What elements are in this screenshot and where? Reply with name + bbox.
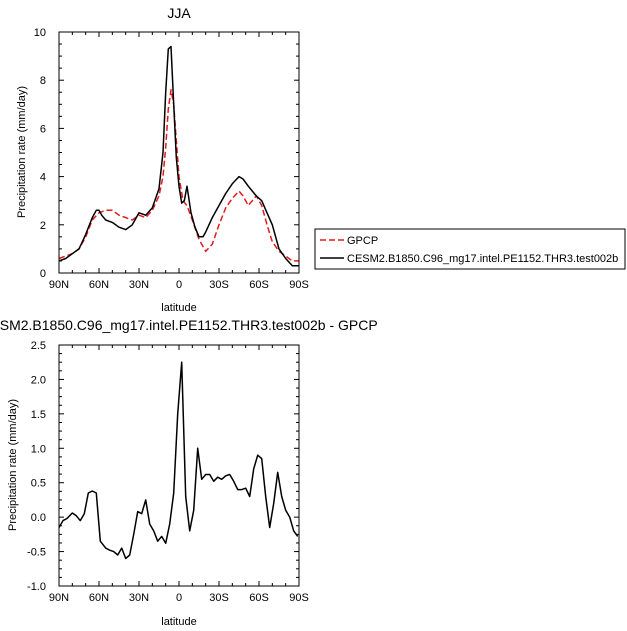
- top-x-tick-label-0: 0: [176, 279, 182, 291]
- bottom-y-tick-label: 0.5: [31, 478, 46, 490]
- top-series-line-cesm2: [58, 45, 299, 267]
- bottom-series: [58, 361, 299, 560]
- bottom-x-tick-label-30s: 30S: [209, 592, 229, 604]
- bottom-axis-ticks: -1.0 -0.5 0.0 0.5 1.0 1.5 2.0 2.5 90N 60N 30N 0 30S 6…: [27, 340, 309, 604]
- top-y-tick-label: 2: [40, 220, 46, 232]
- bottom-plot-frame: [58, 344, 300, 587]
- bottom-x-tick-label-90s: 90S: [289, 592, 309, 604]
- bottom-y-tick-label: 2.5: [31, 340, 46, 352]
- bottom-y-tick-label: -1.0: [27, 581, 46, 593]
- top-x-tick-label-30n: 30N: [129, 279, 149, 291]
- top-x-tick-label-60n: 60N: [89, 279, 109, 291]
- top-x-tick-label-60s: 60S: [249, 279, 269, 291]
- bottom-x-tick-label-60s: 60S: [249, 592, 269, 604]
- top-x-axis-label: latitude: [161, 302, 196, 314]
- bottom-chart-title: CESM2.B1850.C96_mg17.intel.PE1152.THR3.t…: [0, 317, 378, 333]
- top-y-tick-label: 4: [40, 172, 46, 184]
- top-x-tick-label-30s: 30S: [209, 279, 229, 291]
- top-y-tick-label: 6: [40, 123, 46, 135]
- bottom-y-tick-label: 1.0: [31, 443, 46, 455]
- bottom-y-axis-label: Precipitation rate (mm/day): [7, 399, 19, 531]
- top-plot-frame: [58, 31, 300, 274]
- top-series-line-gpcp: [58, 89, 299, 262]
- bottom-x-tick-label-60n: 60N: [89, 592, 109, 604]
- bottom-series-line-difference: [58, 361, 299, 560]
- bottom-y-tick-label: 2.0: [31, 374, 46, 386]
- top-y-axis-label: Precipitation rate (mm/day): [16, 86, 28, 218]
- top-x-tick-label-90s: 90S: [289, 279, 309, 291]
- bottom-y-tick-label: 0.0: [31, 512, 46, 524]
- bottom-x-axis-label: latitude: [161, 616, 196, 628]
- top-x-tick-label-90n: 90N: [49, 279, 69, 291]
- top-chart-title: JJA: [167, 5, 191, 21]
- legend-label-cesm2: CESM2.B1850.C96_mg17.intel.PE1152.THR3.t…: [347, 253, 618, 265]
- bottom-x-tick-label-30n: 30N: [129, 592, 149, 604]
- legend: GPCP CESM2.B1850.C96_mg17.intel.PE1152.T…: [314, 228, 626, 270]
- bottom-x-tick-label-90n: 90N: [49, 592, 69, 604]
- legend-box: [314, 228, 626, 270]
- top-y-tick-label: 0: [40, 268, 46, 280]
- top-series: [58, 45, 299, 267]
- bottom-panel: CESM2.B1850.C96_mg17.intel.PE1152.THR3.t…: [0, 317, 378, 628]
- top-y-tick-label: 10: [34, 27, 46, 39]
- bottom-y-tick-label: -0.5: [27, 547, 46, 559]
- bottom-x-tick-label-0: 0: [176, 592, 182, 604]
- top-y-tick-label: 8: [40, 75, 46, 87]
- legend-label-gpcp: GPCP: [347, 235, 378, 247]
- top-panel: JJA latitude Precipitation rate (mm/day)…: [16, 5, 309, 314]
- bottom-y-tick-label: 1.5: [31, 409, 46, 421]
